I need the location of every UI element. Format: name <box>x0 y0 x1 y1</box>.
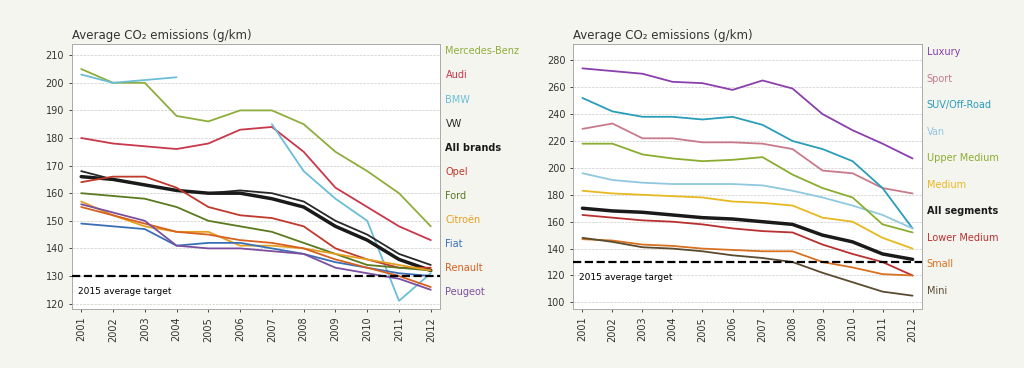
Text: Luxury: Luxury <box>927 47 961 57</box>
Text: Opel: Opel <box>445 167 468 177</box>
Text: Mini: Mini <box>927 286 947 296</box>
Text: 2015 average target: 2015 average target <box>78 287 172 296</box>
Text: All brands: All brands <box>445 143 502 153</box>
Text: Peugeot: Peugeot <box>445 287 485 297</box>
Text: Mercedes-Benz: Mercedes-Benz <box>445 46 519 56</box>
Text: Small: Small <box>927 259 953 269</box>
Text: Average CO₂ emissions (g/km): Average CO₂ emissions (g/km) <box>72 29 251 42</box>
Text: Fiat: Fiat <box>445 239 463 249</box>
Text: Ford: Ford <box>445 191 467 201</box>
Text: Audi: Audi <box>445 71 467 81</box>
Text: Van: Van <box>927 127 945 137</box>
Text: VW: VW <box>445 118 462 129</box>
Text: Upper Medium: Upper Medium <box>927 153 998 163</box>
Text: Citroën: Citroën <box>445 215 480 225</box>
Text: 2015 average target: 2015 average target <box>580 273 673 282</box>
Text: Sport: Sport <box>927 74 953 84</box>
Text: All segments: All segments <box>927 206 998 216</box>
Text: Lower Medium: Lower Medium <box>927 233 998 243</box>
Text: Medium: Medium <box>927 180 966 190</box>
Text: BMW: BMW <box>445 95 470 105</box>
Text: Average CO₂ emissions (g/km): Average CO₂ emissions (g/km) <box>573 29 753 42</box>
Text: SUV/Off-Road: SUV/Off-Road <box>927 100 991 110</box>
Text: Renault: Renault <box>445 263 483 273</box>
